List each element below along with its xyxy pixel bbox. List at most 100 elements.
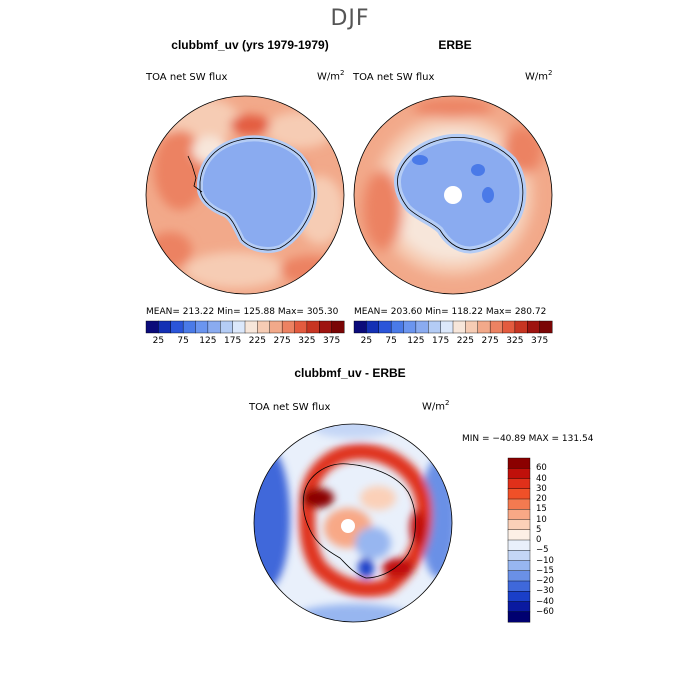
model-stats: MEAN= 213.22 Min= 125.88 Max= 305.30 (146, 307, 339, 317)
colorbar-swatch (507, 509, 531, 521)
diff-antarctica-coastline (302, 463, 416, 579)
diff-colorbar-ticks: 60 40 30 20 15 10 5 0 −5 −10 −15 −20 −30 −40 −60 (536, 458, 576, 622)
colorbar-tick-label: −30 (536, 586, 554, 597)
colorbar-swatch (366, 320, 380, 334)
colorbar-tick-label: 25 (360, 336, 373, 346)
colorbar-swatch (220, 320, 234, 334)
model-variable-label: TOA net SW flux (146, 72, 228, 83)
colorbar-swatch (145, 320, 159, 334)
colorbar-tick-label: 0 (536, 535, 542, 545)
obs-polar-map (353, 95, 553, 295)
colorbar-swatch (170, 320, 184, 334)
colorbar-swatch (294, 320, 308, 334)
diff-units-label: W/m2 (422, 399, 450, 413)
model-polar-map (145, 95, 345, 295)
colorbar-swatch (452, 320, 466, 334)
colorbar-swatch (507, 570, 531, 582)
colorbar-swatch (477, 320, 491, 334)
colorbar-swatch (306, 320, 320, 334)
colorbar-tick-label: −40 (536, 596, 554, 607)
colorbar-tick-label: −20 (536, 576, 554, 586)
colorbar-swatch (378, 320, 392, 334)
colorbar-swatch (527, 320, 541, 334)
diff-polar-map (253, 423, 453, 623)
colorbar-tick-label: 125 (407, 336, 425, 346)
colorbar-tick-label: 10 (536, 514, 547, 525)
model-colorbar-ticks: 25 75 125 175 225 275 325 375 (146, 336, 344, 348)
colorbar-swatch (428, 320, 442, 334)
colorbar-swatch (331, 320, 345, 334)
colorbar-swatch (507, 529, 531, 541)
colorbar-swatch (507, 488, 531, 500)
figure-title: DJF (330, 6, 370, 31)
colorbar-swatch (440, 320, 454, 334)
diff-panel-title: clubbmf_uv - ERBE (294, 366, 406, 380)
colorbar-swatch (507, 539, 531, 551)
colorbar-swatch (182, 320, 197, 334)
colorbar-swatch (353, 320, 367, 334)
colorbar-swatch (514, 320, 528, 334)
colorbar-swatch (507, 457, 531, 469)
colorbar-tick-label: 20 (536, 494, 547, 504)
colorbar-tick-label: 275 (481, 336, 499, 346)
colorbar-swatch (507, 478, 531, 490)
colorbar-tick-label: 225 (456, 336, 474, 346)
colorbar-swatch (507, 550, 531, 562)
colorbar-tick-label: −60 (536, 606, 554, 617)
colorbar-tick-label: −15 (536, 565, 554, 576)
model-colorbar (145, 320, 345, 334)
colorbar-tick-label: 175 (224, 336, 242, 346)
colorbar-swatch (390, 320, 405, 334)
colorbar-swatch (539, 320, 553, 334)
colorbar-swatch (507, 560, 531, 572)
colorbar-tick-label: 175 (432, 336, 450, 346)
colorbar-swatch (415, 320, 429, 334)
colorbar-tick-label: −10 (536, 555, 554, 566)
colorbar-tick-label: 15 (536, 504, 547, 515)
colorbar-tick-label: −5 (536, 545, 549, 556)
obs-units-label: W/m2 (525, 69, 553, 83)
obs-colorbar (353, 320, 553, 334)
model-panel-title: clubbmf_uv (yrs 1979-1979) (171, 38, 329, 52)
colorbar-tick-label: 325 (506, 336, 524, 346)
colorbar-tick-label: 125 (199, 336, 217, 346)
colorbar-tick-label: 30 (536, 483, 547, 494)
colorbar-tick-label: 5 (536, 524, 542, 535)
colorbar-swatch (507, 580, 531, 592)
colorbar-tick-label: 375 (323, 336, 341, 346)
obs-panel-title: ERBE (438, 38, 472, 52)
colorbar-swatch (281, 320, 296, 334)
colorbar-swatch (195, 320, 209, 334)
colorbar-swatch (507, 519, 531, 531)
colorbar-swatch (244, 320, 258, 334)
colorbar-tick-label: 75 (177, 336, 189, 346)
colorbar-swatch (502, 320, 516, 334)
diff-variable-label: TOA net SW flux (249, 402, 331, 413)
colorbar-swatch (403, 320, 417, 334)
colorbar-swatch (465, 320, 479, 334)
colorbar-swatch (257, 320, 271, 334)
colorbar-swatch (507, 591, 531, 603)
colorbar-swatch (507, 468, 531, 480)
colorbar-tick-label: 375 (531, 336, 549, 346)
obs-variable-label: TOA net SW flux (353, 72, 435, 83)
colorbar-swatch (158, 320, 172, 334)
colorbar-swatch (319, 320, 333, 334)
colorbar-swatch (507, 498, 531, 510)
obs-stats: MEAN= 203.60 Min= 118.22 Max= 280.72 (354, 307, 547, 317)
colorbar-swatch (489, 320, 504, 334)
colorbar-tick-label: 60 (536, 463, 547, 474)
colorbar-tick-label: 25 (152, 336, 165, 346)
obs-colorbar-ticks: 25 75 125 175 225 275 325 375 (354, 336, 552, 348)
model-units-label: W/m2 (317, 69, 345, 83)
colorbar-tick-label: 75 (385, 336, 397, 346)
colorbar-swatch (507, 611, 531, 623)
colorbar-tick-label: 225 (248, 336, 266, 346)
diff-colorbar (507, 457, 531, 623)
diff-stats: MIN = −40.89 MAX = 131.54 (462, 434, 594, 444)
colorbar-tick-label: 275 (273, 336, 291, 346)
colorbar-tick-label: 40 (536, 473, 547, 484)
colorbar-swatch (207, 320, 221, 334)
colorbar-swatch (507, 601, 531, 613)
colorbar-tick-label: 325 (298, 336, 316, 346)
